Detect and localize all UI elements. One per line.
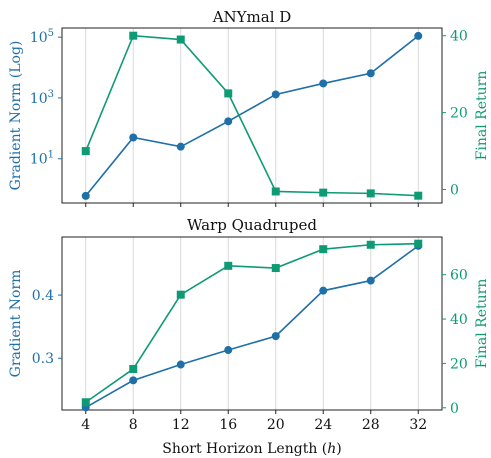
- gradient-norm-point: [176, 360, 185, 369]
- right-tick-label: 0: [450, 401, 459, 417]
- final-return-point: [319, 245, 328, 254]
- gradient-norm-point: [366, 276, 375, 285]
- gradient-norm-point: [414, 31, 423, 40]
- gradient-norm-point: [81, 191, 90, 200]
- final-return-point: [224, 261, 233, 270]
- left-axis-label: Gradient Norm (Log): [8, 41, 24, 191]
- final-return-point: [271, 264, 280, 273]
- gradient-norm-line: [85, 35, 419, 197]
- gradient-norm-point: [271, 90, 280, 99]
- final-return-point: [129, 31, 138, 40]
- left-tick-label: 103: [30, 89, 54, 107]
- chart-title: Warp Quadruped: [187, 216, 317, 234]
- final-return-point: [366, 189, 375, 198]
- final-return-point: [414, 191, 423, 200]
- gradient-norm-point: [224, 346, 233, 355]
- x-tick-label: 12: [172, 417, 190, 433]
- final-return-point: [224, 89, 233, 98]
- right-tick-label: 20: [450, 106, 468, 122]
- final-return-point: [81, 147, 90, 156]
- left-axis-label: Gradient Norm: [8, 270, 24, 378]
- gradient-norm-point: [129, 133, 138, 142]
- x-tick-label: 4: [81, 417, 90, 433]
- left-tick-label: 0.4: [32, 288, 54, 304]
- gradient-norm-point: [224, 117, 233, 126]
- x-tick-label: 8: [129, 417, 138, 433]
- final-return-point: [129, 364, 138, 373]
- gradient-norm-point: [176, 142, 185, 151]
- x-tick-label: 32: [409, 417, 427, 433]
- final-return-line: [85, 34, 419, 197]
- panel-warp-quadruped: Warp Quadruped 4 8 12 16 20 24 28 32 0.3 0.4 0 20 40 6…: [8, 216, 490, 433]
- right-tick-label: 40: [450, 29, 468, 45]
- left-tick-label: 0.3: [32, 351, 54, 367]
- x-tick-label: 24: [314, 417, 332, 433]
- x-tick-label: 16: [219, 417, 237, 433]
- plot-frame: [61, 27, 443, 204]
- left-tick-label: 105: [30, 28, 54, 46]
- final-return-point: [319, 188, 328, 197]
- final-return-line: [85, 242, 419, 403]
- panel-anymal-d: ANYmal D 101 103 105 0 20 40 Gradient Norm (Log…: [8, 8, 490, 207]
- gradient-norm-point: [319, 286, 328, 295]
- final-return-point: [414, 239, 423, 248]
- final-return-point: [271, 187, 280, 196]
- x-tick-label: 20: [267, 417, 285, 433]
- gradient-norm-point: [271, 332, 280, 341]
- gradient-norm-point: [129, 376, 138, 385]
- final-return-point: [366, 240, 375, 249]
- right-tick-label: 20: [450, 356, 468, 372]
- right-tick-label: 0: [450, 183, 459, 199]
- final-return-point: [81, 398, 90, 407]
- right-axis-label: Final Return: [474, 279, 490, 369]
- x-tick-label: 28: [362, 417, 380, 433]
- right-axis-label: Final Return: [474, 71, 490, 161]
- chart-title: ANYmal D: [212, 8, 292, 26]
- x-axis-title: Short Horizon Length (h): [162, 441, 342, 457]
- gradient-norm-line: [85, 245, 419, 409]
- plot-frame: [61, 236, 443, 411]
- right-tick-label: 60: [450, 268, 468, 284]
- final-return-point: [176, 35, 185, 44]
- right-tick-label: 40: [450, 312, 468, 328]
- final-return-point: [176, 290, 185, 299]
- gradient-norm-point: [366, 69, 375, 78]
- gradient-norm-point: [319, 79, 328, 88]
- left-tick-label: 101: [30, 150, 54, 168]
- x-axis-label: Short Horizon Length (h): [162, 441, 342, 457]
